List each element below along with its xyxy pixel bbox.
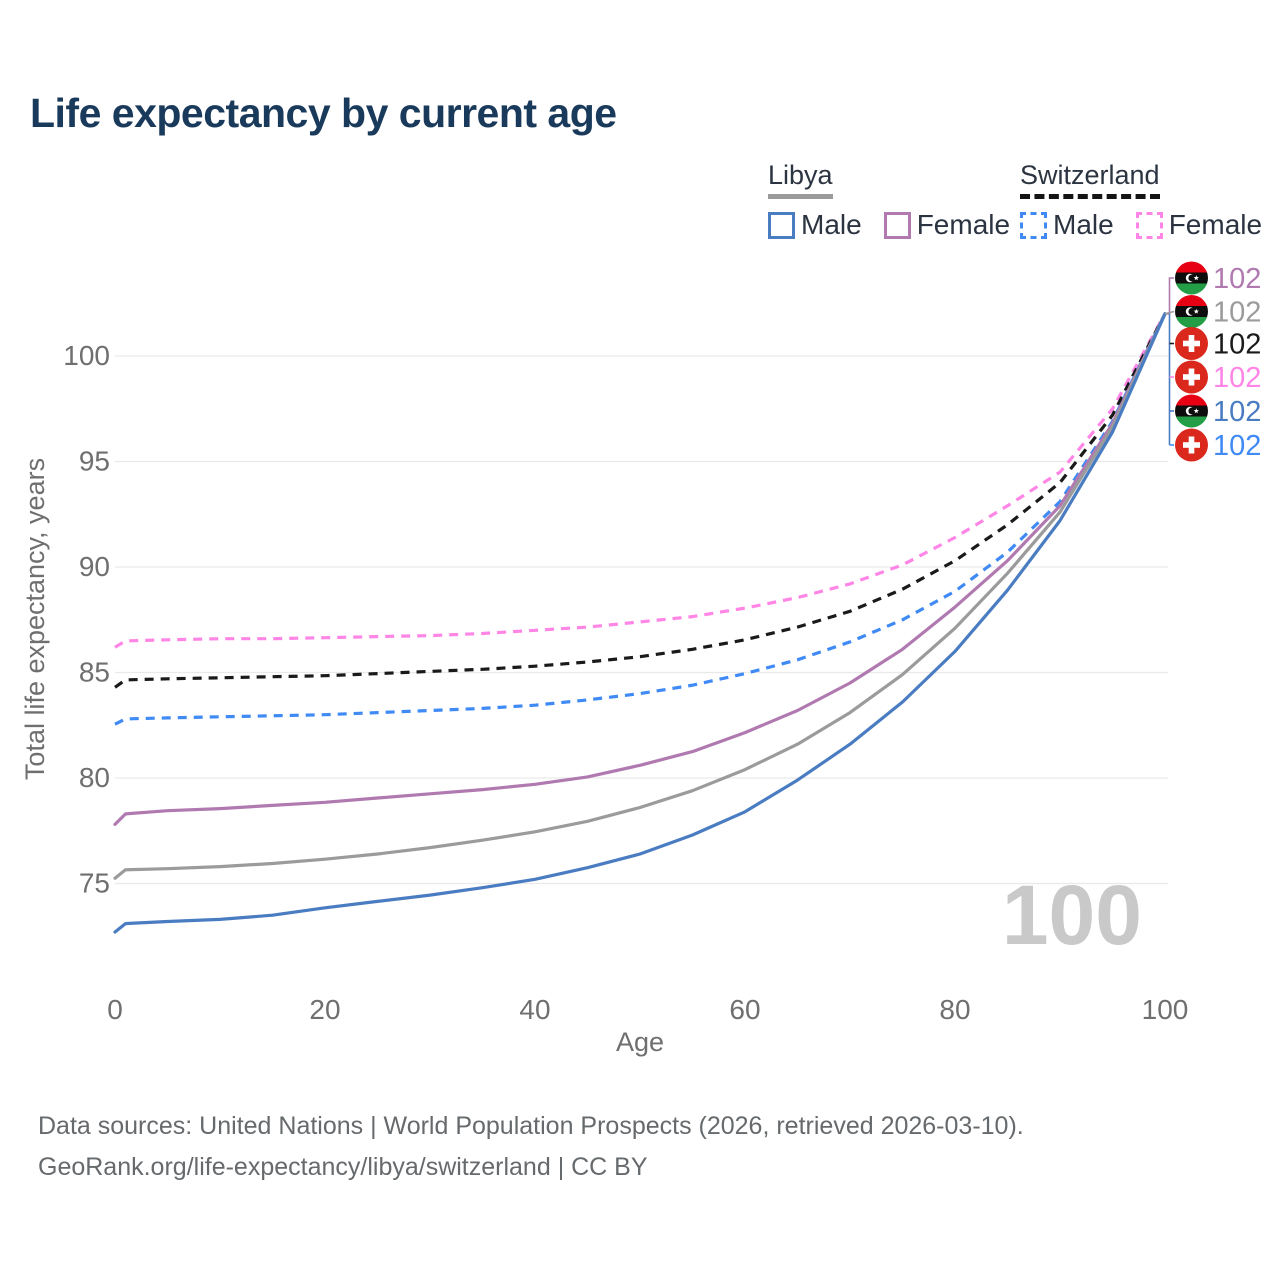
- legend-item-libya-male[interactable]: Male: [768, 209, 862, 241]
- legend-item-switzerland-female[interactable]: Female: [1135, 209, 1263, 241]
- y-tick-label-100: 100: [63, 340, 110, 371]
- legend-country-libya[interactable]: Libya: [768, 160, 833, 199]
- series-line-libya_total[interactable]: [113, 312, 1167, 880]
- y-axis-title: Total life expectancy, years: [20, 458, 50, 780]
- legend-group-switzerland: Switzerland Male Female: [1020, 160, 1262, 241]
- x-tick-label-0: 0: [107, 994, 123, 1025]
- legend-swatch-libya-female: [883, 211, 911, 239]
- leader-line: [1165, 277, 1174, 315]
- x-tick-label-40: 40: [519, 994, 550, 1025]
- y-tick-labels: 75 80 85 90 95 100: [63, 340, 110, 899]
- leader-lines: [1164, 277, 1175, 446]
- end-label-value: 102: [1213, 396, 1261, 428]
- y-tick-label-75: 75: [79, 868, 110, 899]
- legend-group-libya: Libya Male Female: [768, 160, 1010, 241]
- legend-country-switzerland[interactable]: Switzerland: [1020, 160, 1160, 199]
- series-lines: [113, 312, 1167, 934]
- x-tick-labels: 0 20 40 60 80 100: [107, 994, 1188, 1025]
- flag-icon-switzerland: [1175, 327, 1208, 360]
- y-tick-label-80: 80: [79, 762, 110, 793]
- flag-icon-libya: [1175, 261, 1208, 295]
- leader-line: [1164, 310, 1175, 315]
- x-axis-title: Age: [616, 1027, 664, 1057]
- legend-item-label: Male: [801, 209, 862, 240]
- y-tick-label-85: 85: [79, 657, 110, 688]
- legend-swatch-switzerland-male: [1020, 211, 1047, 239]
- legend-item-label: Female: [916, 209, 1011, 240]
- series-line-libya_female[interactable]: [113, 312, 1167, 826]
- footer: Data sources: United Nations | World Pop…: [38, 1106, 1024, 1188]
- series-line-swiss_total[interactable]: [114, 313, 1167, 689]
- flag-icon-switzerland: [1175, 428, 1208, 462]
- flag-icon-switzerland: [1175, 360, 1208, 394]
- series-line-swiss_female[interactable]: [114, 313, 1167, 649]
- x-tick-label-100: 100: [1142, 994, 1189, 1025]
- gridlines: [115, 355, 1168, 885]
- series-line-swiss_male[interactable]: [114, 313, 1167, 726]
- watermark-age: 100: [1002, 868, 1142, 962]
- page-title: Life expectancy by current age: [30, 90, 617, 136]
- footer-sources: Data sources: United Nations | World Pop…: [38, 1112, 1024, 1140]
- end-label-value: 102: [1213, 362, 1261, 394]
- x-tick-label-80: 80: [939, 994, 970, 1025]
- flag-icon-libya: [1175, 394, 1208, 428]
- x-tick-label-60: 60: [729, 994, 760, 1025]
- end-label-value: 102: [1213, 329, 1261, 361]
- y-tick-label-95: 95: [79, 446, 110, 477]
- legend-item-label: Female: [1168, 209, 1263, 240]
- legend-item-switzerland-male[interactable]: Male: [1020, 209, 1114, 241]
- x-tick-label-20: 20: [309, 994, 340, 1025]
- series-line-libya_male[interactable]: [113, 312, 1167, 934]
- y-tick-label-90: 90: [79, 551, 110, 582]
- end-label-value: 102: [1213, 430, 1261, 462]
- legend-swatch-libya-male: [768, 211, 795, 239]
- legend-item-libya-female[interactable]: Female: [883, 209, 1011, 241]
- end-label-value: 102: [1213, 297, 1261, 329]
- end-label-value: 102: [1213, 263, 1261, 295]
- flag-icon-libya: [1175, 295, 1208, 328]
- legend-item-label: Male: [1053, 209, 1114, 240]
- footer-attribution: GeoRank.org/life-expectancy/libya/switze…: [38, 1153, 648, 1181]
- legend-swatch-switzerland-female: [1135, 211, 1163, 239]
